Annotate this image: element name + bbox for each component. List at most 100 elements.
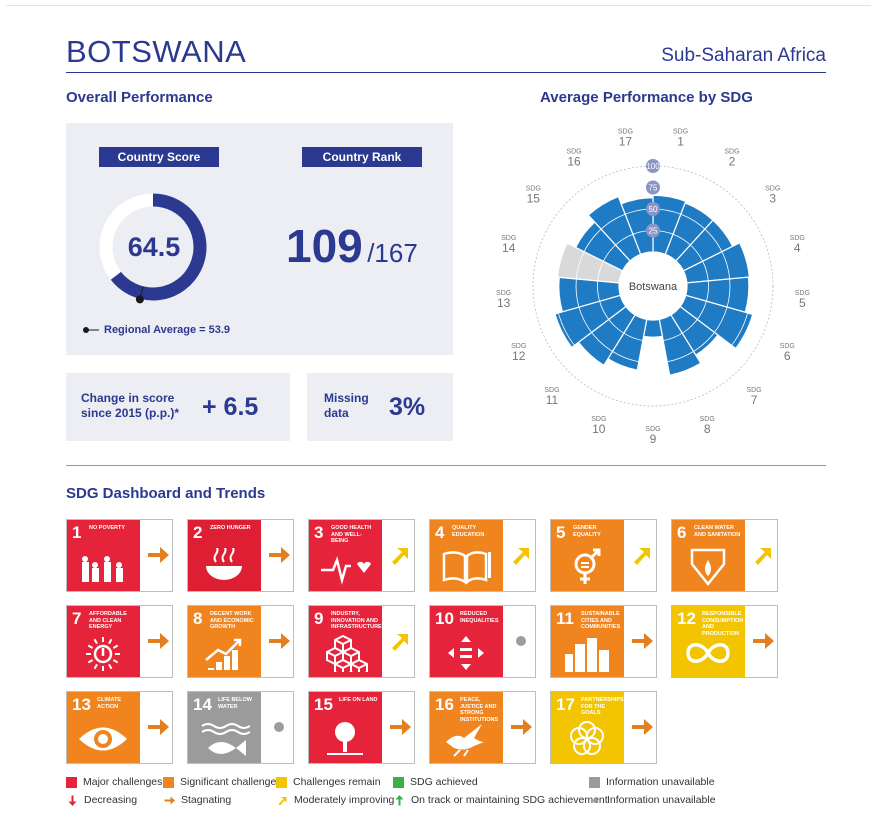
sdg-number: 2 [193,523,203,542]
sdg-title: Life On Land [339,697,378,703]
sdg-card-13[interactable]: 13 Climate Action [66,691,173,764]
sdg-title: Zero Hunger [210,525,251,531]
sdg-tile-15: 15 Life On Land [309,692,382,763]
top-border [6,5,871,6]
legend-dot [83,327,89,333]
regional-average-label: Regional Average = 53.9 [104,324,231,336]
equality-icon [440,634,492,672]
gauge-fill [110,193,207,301]
tree-icon [319,720,371,758]
sdg-number: 8 [193,609,203,628]
goal-number-1: 1 [677,135,684,149]
sdg-card-10[interactable]: 10 Reduced Inequalities [429,605,536,678]
sdg-tile-13: 13 Climate Action [67,692,140,763]
legend-trend-item: Moderately improving [276,794,394,807]
sdg-card-12[interactable]: 12 Responsible Consumption and Production [671,605,778,678]
sdg-title: Clean Water and Sanitation [694,525,741,538]
legend-trend-item: Information unavailable [589,794,716,807]
trend-moderately-improving-icon [508,542,534,568]
goal-number-2: 2 [729,154,736,168]
goal-prefix-16: SDG [566,148,581,155]
sdg-card-16[interactable]: 16 Peace, Justice and Strong Institutions [429,691,536,764]
sdg-card-7[interactable]: 7 Affordable and Clean Energy [66,605,173,678]
legend-label: Information unavailable [607,794,716,806]
sdg-card-2[interactable]: 2 Zero Hunger [187,519,294,592]
scale-badge-75 [646,180,660,195]
sdg-number: 9 [314,609,324,628]
sdg-number: 12 [677,609,696,628]
sdg-number: 13 [72,695,91,714]
goal-number-11: 11 [546,393,559,407]
sdg-card-5[interactable]: 5 Gender Equality [550,519,657,592]
sdg-card-8[interactable]: 8 Decent Work and Economic Growth [187,605,294,678]
goal-prefix-3: SDG [765,186,780,193]
sdg-title: Climate Action [97,697,122,710]
sdg-card-3[interactable]: 3 Good Health and Well-Being [308,519,415,592]
goal-number-3: 3 [769,192,776,206]
rings-icon [561,720,613,758]
country-rank-tag: Country Rank [302,147,422,167]
heartbeat-icon [319,548,371,586]
scale-badge-50 [646,202,660,216]
sdg-number: 7 [72,609,82,628]
legend-label: Challenges remain [293,776,381,788]
sdg-title: Partnerships for the Goals [581,697,624,716]
scale-label-75: 75 [649,184,658,193]
arrow-right-icon [163,794,176,807]
legend-rating-item: SDG achieved [393,776,478,788]
goal-number-4: 4 [794,241,801,255]
goal-prefix-8: SDG [700,416,715,423]
overall-performance-heading: Overall Performance [66,89,213,106]
trend-stagnating-icon [508,714,534,740]
sdg-tile-5: 5 Gender Equality [551,520,624,591]
legend-swatch [66,776,77,788]
trend-stagnating-icon [145,714,171,740]
legend-swatch [589,776,600,788]
sdg-tile-9: 9 Industry, Innovation and Infrastructure [309,606,382,678]
sdg-title: No Poverty [89,525,126,531]
sdg-tile-4: 4 Quality Education [430,520,503,591]
goal-prefix-6: SDG [780,343,795,350]
sdg-title: Responsible Consumption and Production [702,611,744,637]
legend-swatch [393,776,404,788]
goal-prefix-4: SDG [790,235,805,242]
sdg-card-9[interactable]: 9 Industry, Innovation and Infrastructure [308,605,415,678]
arrow-up-icon [393,794,406,807]
trend-stagnating-icon [145,542,171,568]
sdg-card-11[interactable]: 11 Sustainable Cities and Communities [550,605,657,678]
goal-prefix-1: SDG [673,129,688,136]
trend-moderately-improving-icon [387,542,413,568]
score-rank-panel: Country Score Country Rank 64.5 Regional… [66,123,453,355]
sdg-tile-16: 16 Peace, Justice and Strong Institutions [430,692,503,763]
sdg-card-6[interactable]: 6 Clean Water and Sanitation [671,519,778,592]
sdg-title: Life Below Water [218,697,252,710]
goal-number-8: 8 [704,422,711,436]
book-icon [440,548,492,586]
country-rank: 109 /167 [286,219,418,273]
sdg-number: 15 [314,695,333,714]
city-icon [561,634,613,672]
missing-label: Missing data [324,391,369,421]
sdg-number: 6 [677,523,687,542]
country-name: BOTSWANA [66,34,247,69]
sdg-card-17[interactable]: 17 Partnerships for the Goals [550,691,657,764]
goal-prefix-15: SDG [526,186,541,193]
arrow-down-icon [66,794,79,807]
scale-label-25: 25 [649,227,658,236]
people-icon [77,548,129,586]
sdg-title: Quality Education [452,525,485,538]
sdg-tile-11: 11 Sustainable Cities and Communities [551,606,624,677]
goal-prefix-10: SDG [591,416,606,423]
goal-prefix-9: SDG [645,426,660,433]
sun-power-icon [77,634,129,672]
sdg-title: Gender Equality [573,525,601,538]
header-divider [66,72,826,73]
sdg-card-15[interactable]: 15 Life On Land [308,691,415,764]
legend-swatch [163,776,174,788]
sdg-card-4[interactable]: 4 Quality Education [429,519,536,592]
goal-number-14: 14 [502,241,516,255]
sdg-card-1[interactable]: 1 No Poverty [66,519,173,592]
trend-moderately-improving-icon [629,542,655,568]
sdg-number: 3 [314,523,324,542]
sdg-card-14[interactable]: 14 Life Below Water [187,691,294,764]
